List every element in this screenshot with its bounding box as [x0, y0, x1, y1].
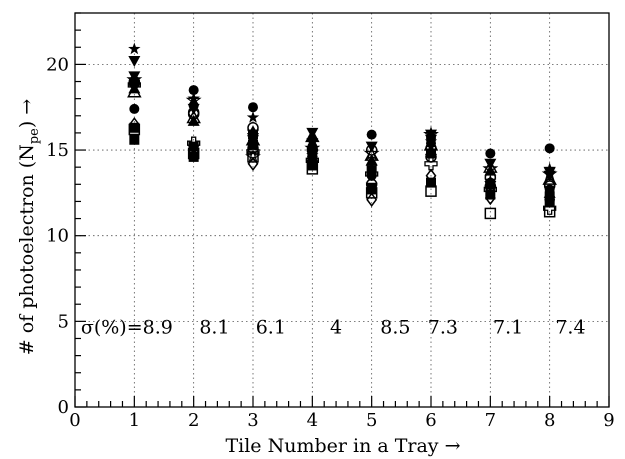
x-tick-label: 9 — [603, 410, 614, 431]
tick-labels: 0 1 2 3 4 5 6 7 8 9 0 5 10 15 20 — [46, 54, 615, 431]
data-point — [544, 143, 555, 154]
data-point — [426, 138, 436, 149]
axis-ticks — [74, 12, 610, 408]
y-tick-label: 10 — [46, 226, 69, 247]
data-point — [544, 184, 555, 195]
data-point — [544, 191, 555, 202]
data-point — [423, 126, 439, 142]
data-point — [188, 85, 199, 96]
data-point — [128, 42, 141, 55]
data-point — [306, 138, 319, 150]
data-point — [485, 148, 496, 159]
data-point — [128, 55, 141, 67]
x-tick-label: 7 — [485, 410, 496, 431]
data-point — [129, 122, 140, 133]
data-point — [482, 160, 499, 176]
data-points — [126, 42, 558, 220]
data-point — [307, 153, 318, 164]
sigma-value-label: 7.4 — [555, 316, 585, 338]
sigma-value-label: 8.9 — [143, 316, 173, 338]
x-axis-label: Tile Number in a Tray → — [225, 435, 460, 457]
data-point — [541, 165, 558, 181]
data-point — [424, 157, 438, 171]
data-point — [129, 134, 140, 145]
data-point — [485, 189, 496, 200]
data-point — [187, 145, 200, 157]
sigma-prefix-label: σ(%)= — [81, 316, 143, 338]
data-point — [129, 76, 140, 87]
data-point — [304, 139, 321, 156]
x-tick-label: 8 — [544, 410, 555, 431]
sigma-value-label: 8.5 — [380, 316, 410, 338]
data-point — [188, 151, 199, 162]
x-tick-label: 6 — [425, 410, 436, 431]
data-point — [129, 103, 140, 114]
x-tick-label: 2 — [188, 410, 199, 431]
data-point — [543, 201, 557, 215]
data-point — [543, 167, 556, 179]
x-tick-label: 4 — [307, 410, 318, 431]
data-point — [366, 192, 378, 207]
y-axis-label-subscript: pe — [27, 128, 42, 144]
sigma-annotations: σ(%)= 8.9 8.1 6.1 4 8.5 7.3 7.1 7.4 — [81, 316, 586, 338]
data-point — [186, 109, 201, 124]
x-tick-label: 3 — [247, 410, 258, 431]
x-tick-label: 1 — [129, 410, 140, 431]
x-tick-label: 0 — [69, 410, 80, 431]
data-point — [426, 177, 436, 188]
data-point — [246, 111, 260, 123]
data-point — [188, 100, 199, 111]
data-point — [248, 102, 258, 113]
data-point — [248, 138, 258, 149]
data-point — [366, 129, 377, 140]
data-point — [366, 165, 377, 176]
data-point — [484, 158, 497, 170]
data-point — [248, 129, 258, 140]
data-point — [187, 92, 200, 104]
data-point — [363, 145, 380, 161]
data-point — [245, 148, 261, 164]
data-point — [544, 196, 555, 207]
x-tick-label: 5 — [366, 410, 377, 431]
data-point — [485, 177, 496, 188]
data-point — [127, 84, 142, 98]
plot-frame — [74, 12, 610, 408]
sigma-value-label: 7.1 — [493, 316, 523, 338]
y-axis-label-main: # of photoelectron (N — [16, 144, 38, 355]
grid-lines — [75, 13, 609, 407]
sigma-value-label: 4 — [330, 316, 342, 338]
data-point — [425, 185, 437, 197]
y-axis-label: # of photoelectron (Npe) → — [16, 99, 42, 356]
sigma-value-label: 6.1 — [256, 316, 286, 338]
data-point — [484, 207, 497, 220]
sigma-value-label: 7.3 — [428, 316, 458, 338]
y-axis-label-tail: ) → — [16, 99, 38, 128]
y-tick-label: 15 — [46, 140, 69, 161]
y-tick-label: 20 — [46, 54, 69, 75]
data-point — [366, 170, 377, 181]
data-point — [307, 160, 318, 171]
sigma-value-label: 8.1 — [199, 316, 229, 338]
y-tick-label: 0 — [58, 397, 69, 418]
y-tick-label: 5 — [58, 311, 69, 332]
